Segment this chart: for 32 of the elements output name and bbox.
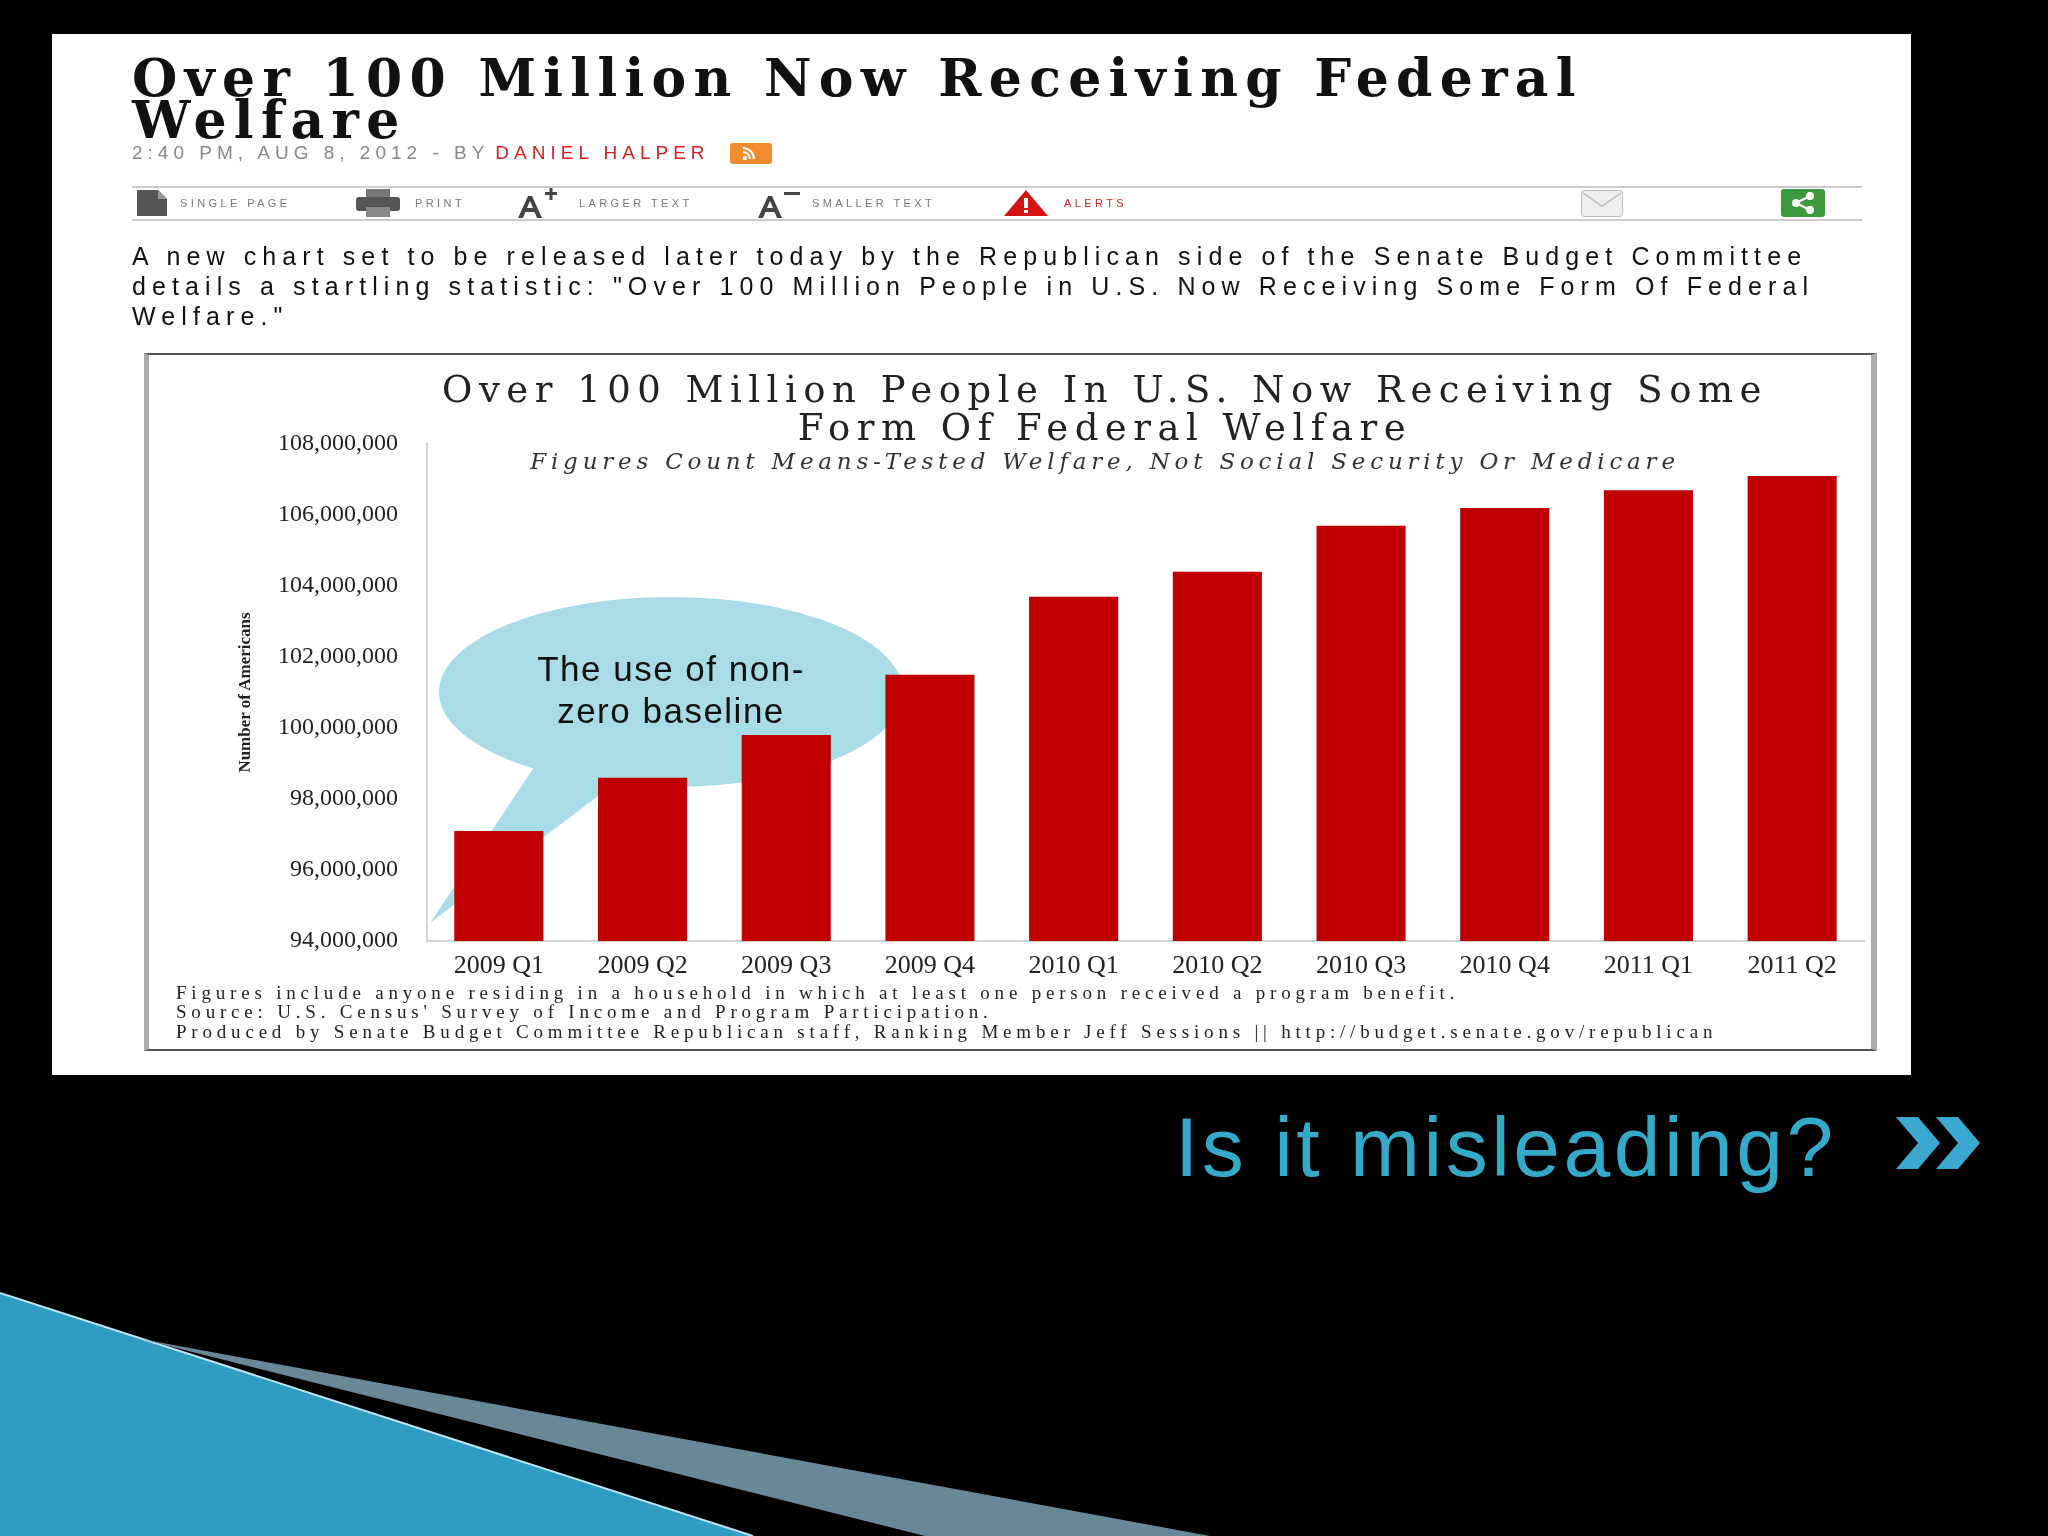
- y-tick-label: 98,000,000: [290, 784, 398, 811]
- x-tick-label: 2010 Q2: [1172, 950, 1263, 980]
- x-tick-label: 2009 Q3: [741, 950, 832, 980]
- text: A new chart set to be released later today by the Republican side of the Senate Budget Committee details a startling statistic: "Over 100 Million People in U.S. Now Receiving Some Form Of Federal Welfare.": [132, 241, 1816, 331]
- text: Produced by Senate Budget Committee Republican staff, Ranking Member Jeff Sessions || http://budget.senate.gov/republican: [176, 1021, 1718, 1042]
- text: LARGER TEXT: [579, 196, 693, 210]
- y-tick-label: 96,000,000: [290, 855, 398, 882]
- x-tick-label: 2009 Q4: [884, 950, 976, 980]
- x-tick-label: 2009 Q2: [597, 950, 688, 980]
- chart-subtitle: Figures Count Means-Tested Welfare, Not Social Security Or Medicare: [529, 447, 1681, 475]
- annotation: The use of non-zero baseline: [536, 648, 806, 732]
- y-tick-label: 102,000,000: [278, 642, 398, 669]
- text: SINGLE PAGE: [180, 196, 291, 210]
- x-tick-label: 2011 Q1: [1603, 950, 1694, 980]
- text: Is it misleading?: [1175, 1099, 1837, 1195]
- x-tick-label: 2010 Q4: [1459, 950, 1550, 980]
- y-tick-label: 94,000,000: [290, 926, 398, 953]
- y-axis-title: Number of Americans: [234, 612, 254, 773]
- y-tick-label: 104,000,000: [278, 571, 398, 598]
- text: PRINT: [415, 196, 465, 210]
- y-tick-label: 108,000,000: [278, 429, 398, 456]
- chart-title: Over 100 Million People In U.S. Now Receiving Some Form Of Federal Welfare: [441, 368, 1769, 449]
- x-tick-label: 2009 Q1: [453, 950, 544, 980]
- x-tick-label: 2011 Q2: [1747, 950, 1837, 980]
- x-tick-label: 2010 Q1: [1028, 950, 1119, 980]
- text: DANIEL HALPER: [495, 142, 710, 164]
- y-tick-label: 106,000,000: [278, 500, 398, 527]
- text: SMALLER TEXT: [812, 196, 936, 210]
- y-tick-label: 100,000,000: [278, 713, 398, 740]
- text: Figures include anyone residing in a household in which at least one person received a program benefit.: [176, 982, 1460, 1003]
- x-tick-label: 2010 Q3: [1315, 950, 1407, 980]
- text: ALERTS: [1064, 196, 1127, 210]
